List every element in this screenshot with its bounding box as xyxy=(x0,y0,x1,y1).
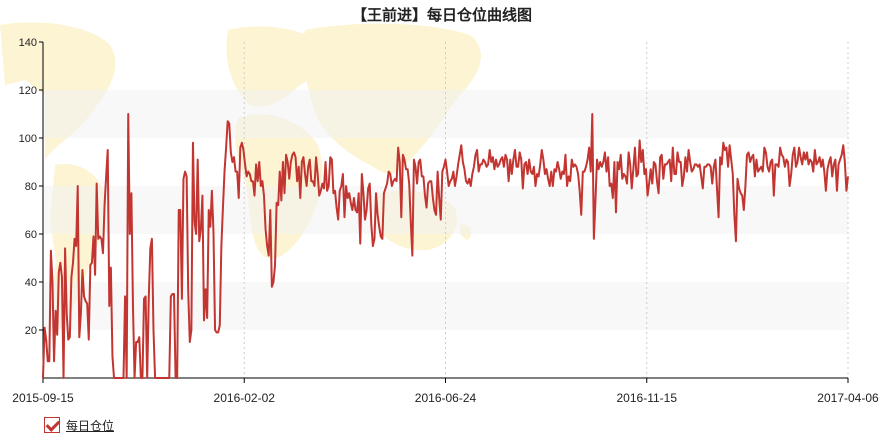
legend[interactable]: 每日仓位 xyxy=(44,416,114,434)
y-tick-label: 20 xyxy=(25,325,37,337)
x-axis-ticks: 2015-09-15 2016-02-02 2016-06-24 2016-11-15… xyxy=(12,378,879,405)
y-tick-label: 60 xyxy=(25,229,37,241)
x-tick-label: 2016-11-15 xyxy=(617,391,678,405)
y-tick-label: 80 xyxy=(25,181,37,193)
series-line-position[interactable] xyxy=(42,113,849,379)
vertical-grid xyxy=(243,42,849,378)
y-tick-label: 100 xyxy=(19,133,37,145)
chart-title: 【王前进】每日仓位曲线图 xyxy=(352,6,532,24)
y-tick-label: 120 xyxy=(19,85,37,97)
x-tick-label: 2015-09-15 xyxy=(12,391,74,405)
y-tick-label: 140 xyxy=(19,37,37,49)
x-tick-label: 2016-06-24 xyxy=(415,391,477,405)
y-axis-ticks: 20 40 60 80 100 120 140 xyxy=(19,37,43,337)
legend-checkbox-icon[interactable] xyxy=(44,417,60,433)
y-tick-label: 40 xyxy=(25,277,37,289)
legend-label[interactable]: 每日仓位 xyxy=(66,418,115,433)
x-tick-label: 2017-04-06 xyxy=(817,391,879,405)
x-tick-label: 2016-02-02 xyxy=(214,391,276,405)
